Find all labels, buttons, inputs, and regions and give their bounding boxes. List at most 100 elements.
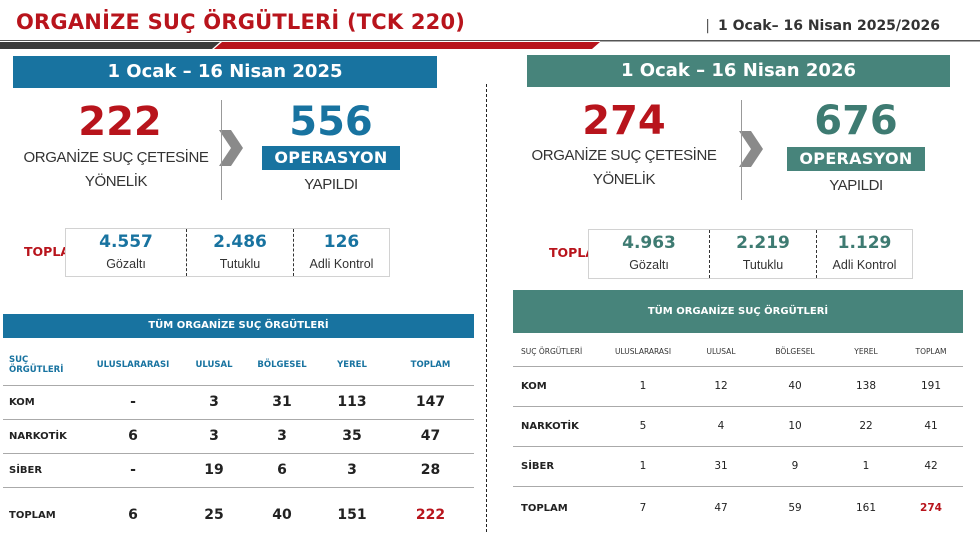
- table-row: KOM - 3 31 113 147: [3, 385, 474, 420]
- gang-label-line1: ORGANİZE SUÇ ÇETESİNE: [23, 149, 209, 166]
- operation-sub-2025: YAPILDI: [304, 176, 358, 193]
- gang-count-2025: 222: [78, 99, 162, 145]
- totals-arrested: 2.486 Tutuklu: [186, 229, 293, 276]
- page-title: ORGANİZE SUÇ ÖRGÜTLERİ (TCK 220): [16, 10, 466, 34]
- separator-line: [741, 100, 742, 200]
- table-cell: -: [85, 453, 181, 488]
- gang-label-2026: ORGANİZE SUÇ ÇETESİNE YÖNELİK: [527, 144, 721, 192]
- table-cell: 7: [639, 502, 647, 515]
- totals-box-2026: 4.963 Gözaltı 2.219 Tutuklu 1.129 Adli K…: [588, 229, 913, 279]
- arrested-label: Tutuklu: [742, 258, 784, 272]
- row-label: TOPLAM: [521, 502, 568, 514]
- table-cell: 151: [337, 507, 367, 524]
- table-cell: 28: [387, 453, 474, 488]
- col-header: TOPLAM: [899, 338, 963, 367]
- judicial-control-value: 1.129: [837, 233, 892, 253]
- totals-detained: 4.557 Gözaltı: [66, 229, 186, 276]
- table-cell: 161: [855, 502, 877, 515]
- table-cell: 113: [317, 385, 387, 420]
- row-label: KOM: [513, 366, 601, 407]
- detained-value: 4.963: [622, 233, 676, 253]
- separator-line: [221, 100, 222, 200]
- crime-org-table-2026: SUÇ ÖRGÜTLERİ ULUSLARARASI ULUSAL BÖLGES…: [513, 338, 963, 530]
- table-cell: 25: [204, 507, 224, 524]
- judicial-control-label: Adli Kontrol: [832, 258, 897, 272]
- table-cell: 19: [181, 453, 247, 488]
- table-cell: 6: [128, 507, 138, 524]
- table-row: SİBER 1 31 9 1 42: [513, 446, 963, 487]
- gang-count-2026: 274: [582, 98, 666, 144]
- totals-judicial-control: 126 Adli Kontrol: [293, 229, 389, 276]
- table-row: NARKOTİK 5 4 10 22 41: [513, 406, 963, 447]
- grand-total-cell: 222: [415, 507, 446, 524]
- table-cell: 47: [714, 502, 728, 515]
- chevron-right-icon: [739, 131, 763, 167]
- totals-judicial-control: 1.129 Adli Kontrol: [816, 230, 912, 278]
- grand-total-cell: 274: [920, 502, 942, 515]
- table-cell: 6: [85, 419, 181, 454]
- table-total-row: TOPLAM 6 25 40 151 222: [3, 487, 474, 531]
- operation-badge-2025: OPERASYON: [262, 146, 400, 170]
- table-title-2025: TÜM ORGANİZE SUÇ ÖRGÜTLERİ: [3, 314, 474, 338]
- table-cell: 3: [317, 453, 387, 488]
- table-cell: -: [85, 385, 181, 420]
- table-cell: 1: [833, 446, 899, 487]
- row-label: NARKOTİK: [3, 419, 85, 454]
- row-label: SİBER: [513, 446, 601, 487]
- totals-detained: 4.963 Gözaltı: [589, 230, 709, 278]
- row-label: NARKOTİK: [513, 406, 601, 447]
- operation-sub-2026: YAPILDI: [829, 177, 883, 194]
- table-cell: 31: [685, 446, 757, 487]
- table-cell: 5: [601, 406, 685, 447]
- detained-label: Gözaltı: [106, 257, 146, 271]
- col-header: SUÇ ÖRGÜTLERİ: [3, 345, 85, 386]
- table-header-row: SUÇ ÖRGÜTLERİ ULUSLARARASI ULUSAL BÖLGES…: [513, 338, 963, 367]
- detained-label: Gözaltı: [629, 258, 669, 272]
- arrested-value: 2.219: [736, 233, 790, 253]
- date-range: | 1 Ocak– 16 Nisan 2025/2026: [705, 18, 940, 34]
- period-banner-2025: 1 Ocak – 16 Nisan 2025: [13, 56, 437, 88]
- header-stripe: [0, 40, 980, 49]
- col-header: BÖLGESEL: [247, 345, 317, 386]
- crime-org-table-2025: SUÇ ÖRGÜTLERİ ULUSLARARASI ULUSAL BÖLGES…: [3, 345, 474, 531]
- table-cell: 41: [899, 406, 963, 447]
- col-header: ULUSLARARASI: [601, 338, 685, 367]
- operation-count-2025: 556: [289, 99, 373, 145]
- table-cell: 40: [757, 366, 833, 407]
- table-cell: 147: [387, 385, 474, 420]
- table-cell: 138: [833, 366, 899, 407]
- table-cell: 1: [601, 446, 685, 487]
- table-cell: 35: [317, 419, 387, 454]
- gang-label-line2: YÖNELİK: [592, 171, 656, 188]
- table-row: KOM 1 12 40 138 191: [513, 366, 963, 407]
- row-label: KOM: [3, 385, 85, 420]
- totals-box-2025: 4.557 Gözaltı 2.486 Tutuklu 126 Adli Kon…: [65, 228, 390, 277]
- col-header: YEREL: [833, 338, 899, 367]
- table-cell: 47: [387, 419, 474, 454]
- table-cell: 59: [788, 502, 802, 515]
- table-cell: 31: [247, 385, 317, 420]
- date-range-text: 1 Ocak– 16 Nisan 2025/2026: [718, 18, 940, 34]
- col-header: TOPLAM: [387, 345, 474, 386]
- col-header: ULUSAL: [685, 338, 757, 367]
- table-cell: 42: [899, 446, 963, 487]
- gang-label-line1: ORGANİZE SUÇ ÇETESİNE: [531, 147, 717, 164]
- table-header-row: SUÇ ÖRGÜTLERİ ULUSLARARASI ULUSAL BÖLGES…: [3, 345, 474, 386]
- table-cell: 40: [272, 507, 292, 524]
- col-header: ULUSLARARASI: [85, 345, 181, 386]
- totals-arrested: 2.219 Tutuklu: [709, 230, 816, 278]
- arrested-value: 2.486: [213, 232, 267, 252]
- table-cell: 1: [601, 366, 685, 407]
- arrested-label: Tutuklu: [219, 257, 261, 271]
- table-cell: 191: [899, 366, 963, 407]
- header-separator: |: [705, 18, 711, 34]
- table-cell: 12: [685, 366, 757, 407]
- operation-count-2026: 676: [814, 98, 898, 144]
- row-label: SİBER: [3, 453, 85, 488]
- center-divider: [486, 84, 487, 532]
- table-cell: 4: [685, 406, 757, 447]
- table-row: NARKOTİK 6 3 3 35 47: [3, 419, 474, 454]
- table-cell: 3: [181, 385, 247, 420]
- col-header: SUÇ ÖRGÜTLERİ: [513, 338, 601, 367]
- table-cell: 6: [247, 453, 317, 488]
